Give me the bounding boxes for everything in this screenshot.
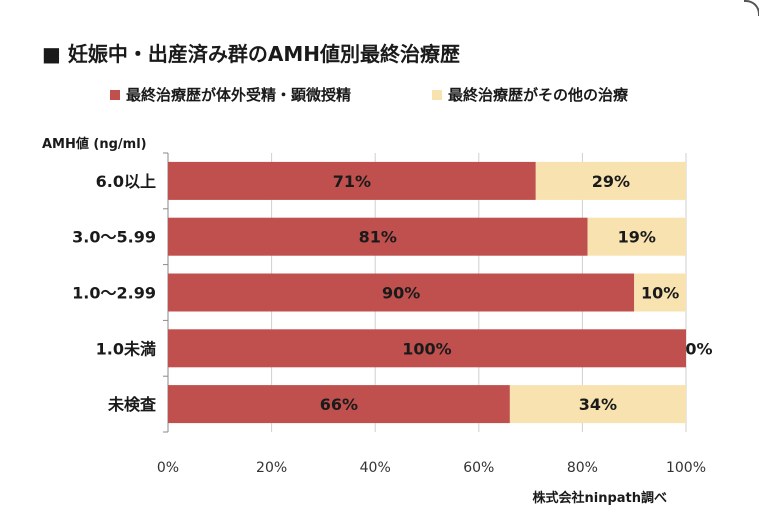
bar-other-0 <box>535 161 686 200</box>
category-label-3: 1.0未満 <box>96 339 156 358</box>
legend-swatch-other <box>432 89 442 100</box>
x-tick-label-100: 100% <box>666 460 706 476</box>
x-tick-label-60: 60% <box>463 460 494 476</box>
legend: 最終治療歴が体外受精・顕微授精 最終治療歴がその他の治療 <box>0 84 759 108</box>
bar-other-1 <box>587 217 686 256</box>
data-label-other-4: 34% <box>579 395 617 414</box>
bar-ivf-0 <box>168 161 536 200</box>
bar-other-2 <box>634 273 686 312</box>
legend-item-other: 最終治療歴がその他の治療 <box>432 84 628 105</box>
data-label-other-3: 0% <box>685 339 712 358</box>
data-label-ivf-3: 100% <box>402 339 451 358</box>
category-label-4: 未検査 <box>107 395 156 414</box>
data-label-ivf-2: 90% <box>382 284 420 303</box>
data-label-ivf-0: 71% <box>333 172 371 191</box>
chart-title: ■ 妊娠中・出産済み群のAMH値別最終治療歴 <box>42 42 460 66</box>
legend-item-ivf: 最終治療歴が体外受精・顕微授精 <box>110 84 351 105</box>
bar-ivf-1 <box>168 217 588 256</box>
bar-other-4 <box>509 385 686 424</box>
legend-swatch-ivf <box>110 89 120 100</box>
data-label-ivf-1: 81% <box>359 228 397 247</box>
x-tick-label-20: 20% <box>256 460 287 476</box>
category-label-1: 3.0～5.99 <box>72 228 156 247</box>
y-axis-title: AMH値 (ng/ml) <box>42 137 147 152</box>
bar-ivf-3 <box>168 329 686 368</box>
data-label-other-0: 29% <box>592 172 630 191</box>
bar-ivf-4 <box>168 385 510 424</box>
category-label-2: 1.0～2.99 <box>72 284 156 303</box>
category-label-0: 6.0以上 <box>96 172 156 191</box>
data-label-other-1: 19% <box>618 228 656 247</box>
data-label-ivf-4: 66% <box>320 395 358 414</box>
bar-ivf-2 <box>168 273 635 312</box>
x-tick-label-0: 0% <box>157 460 179 476</box>
legend-label-ivf: 最終治療歴が体外受精・顕微授精 <box>126 86 352 104</box>
legend-label-other: 最終治療歴がその他の治療 <box>448 86 629 104</box>
source-credit: 株式会社ninpath調べ <box>532 491 667 506</box>
x-tick-label-40: 40% <box>360 460 391 476</box>
x-tick-label-80: 80% <box>567 460 598 476</box>
data-label-other-2: 10% <box>641 284 679 303</box>
